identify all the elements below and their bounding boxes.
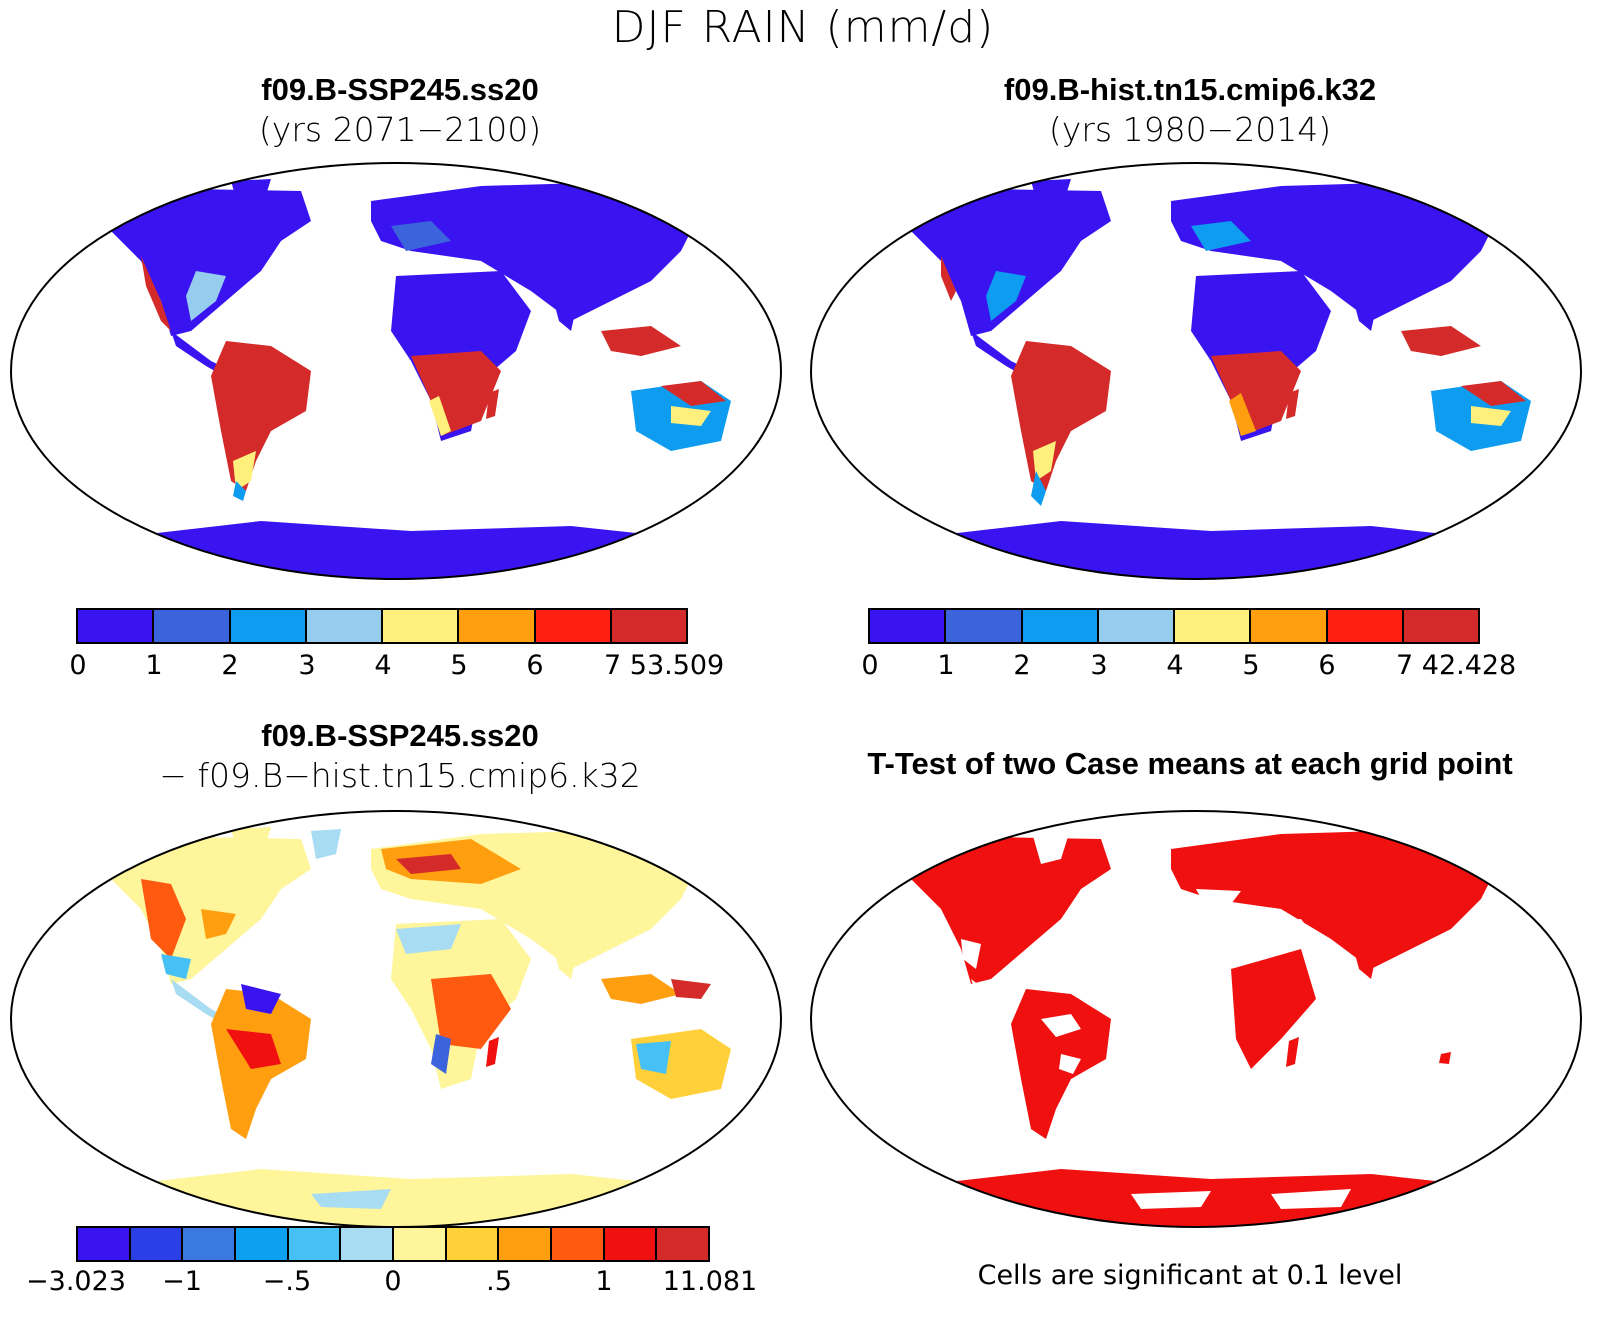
panel-3-colorbar-cell — [183, 1228, 237, 1260]
figure-title: DJF RAIN (mm/d) — [611, 2, 995, 53]
panel-3-tick-label: −3.023 — [26, 1266, 126, 1297]
panel-2-tick-label: 1 — [937, 650, 955, 681]
panel-1-tick-label: 2 — [221, 650, 239, 681]
panel-2-tick-label: 0 — [861, 650, 879, 681]
panel-2-title: f09.B-hist.tn15.cmip6.k32 — [1003, 72, 1377, 107]
panel-3-tick-label: 1 — [595, 1266, 613, 1297]
panel-2-colorbar-cell — [870, 610, 947, 642]
panel-2-tick-label: 4 — [1166, 650, 1184, 681]
panel-3-tick-label: .5 — [486, 1266, 512, 1297]
panel-3-colorbar-cell — [236, 1228, 289, 1260]
panel-1-tick-label: 4 — [374, 650, 392, 681]
panel-3-colorbar-cell — [78, 1228, 131, 1260]
panel-3-colorbar-cell — [288, 1228, 342, 1260]
panel-1-landmasses — [101, 179, 731, 579]
panel-1-tick-label: 7 53.509 — [604, 650, 725, 681]
panel-2-tick-label: 5 — [1242, 650, 1260, 681]
panel-1-tick-label: 1 — [145, 650, 163, 681]
panel-1-tick-label: 0 — [69, 650, 87, 681]
panel-2-map — [810, 162, 1582, 580]
panel-2-colorbar-cell — [1098, 610, 1175, 642]
significance-note: Cells are significant at 0.1 level — [977, 1260, 1403, 1291]
panel-3-colorbar-cell — [604, 1228, 658, 1260]
panel-2-colorbar-cell — [1022, 610, 1099, 642]
panel-2-tick-label: 2 — [1013, 650, 1031, 681]
panel-1-colorbar — [76, 608, 688, 644]
panel-3-colorbar-cell — [446, 1228, 500, 1260]
panel-1-map — [10, 162, 782, 580]
panel-1-tick-label: 3 — [298, 650, 316, 681]
panel-2-tick-label: 6 — [1318, 650, 1336, 681]
panel-1-colorbar-cell — [230, 610, 307, 642]
panel-1-title: f09.B-SSP245.ss20 — [261, 72, 539, 107]
panel-2-subtitle: (yrs 1980−2014) — [1048, 110, 1332, 149]
panel-3-map — [10, 810, 782, 1228]
panel-3-colorbar-cell — [394, 1228, 447, 1260]
panel-3-colorbar-cell — [499, 1228, 553, 1260]
panel-2-colorbar-cell — [1327, 610, 1404, 642]
panel-4-title: T-Test of two Case means at each grid po… — [867, 746, 1513, 781]
panel-1-colorbar-cell — [306, 610, 383, 642]
panel-2-colorbar-cell — [1175, 610, 1252, 642]
panel-1-tick-label: 5 — [450, 650, 468, 681]
panel-1-colorbar-cell — [383, 610, 460, 642]
panel-3-colorbar — [76, 1226, 710, 1262]
panel-1-tick-label: 6 — [526, 650, 544, 681]
panel-3-colorbar-cell — [552, 1228, 605, 1260]
panel-3-tick-label: 0 — [384, 1266, 402, 1297]
panel-1-colorbar-cell — [611, 610, 686, 642]
panel-3-title: f09.B-SSP245.ss20 — [261, 718, 539, 753]
panel-2-tick-label: 3 — [1090, 650, 1108, 681]
panel-4-map — [810, 810, 1582, 1228]
panel-3-tick-label: −.5 — [262, 1266, 312, 1297]
panel-1-colorbar-cell — [154, 610, 231, 642]
panel-3-subtitle: − f09.B−hist.tn15.cmip6.k32 — [159, 756, 641, 795]
panel-2-colorbar-cell — [1403, 610, 1478, 642]
panel-3-tick-label: −1 — [162, 1266, 202, 1297]
panel-3-colorbar-cell — [657, 1228, 709, 1260]
panel-1-colorbar-cell — [535, 610, 612, 642]
panel-2-colorbar-cell — [1251, 610, 1328, 642]
panel-2-colorbar-cell — [946, 610, 1023, 642]
panel-3-colorbar-cell — [341, 1228, 395, 1260]
panel-3-colorbar-cell — [130, 1228, 184, 1260]
panel-3-tick-label: 11.081 — [662, 1266, 758, 1297]
panel-1-subtitle: (yrs 2071−2100) — [258, 110, 542, 149]
panel-2-tick-label: 7 42.428 — [1396, 650, 1517, 681]
panel-2-colorbar — [868, 608, 1480, 644]
panel-1-colorbar-cell — [78, 610, 155, 642]
panel-1-colorbar-cell — [459, 610, 536, 642]
